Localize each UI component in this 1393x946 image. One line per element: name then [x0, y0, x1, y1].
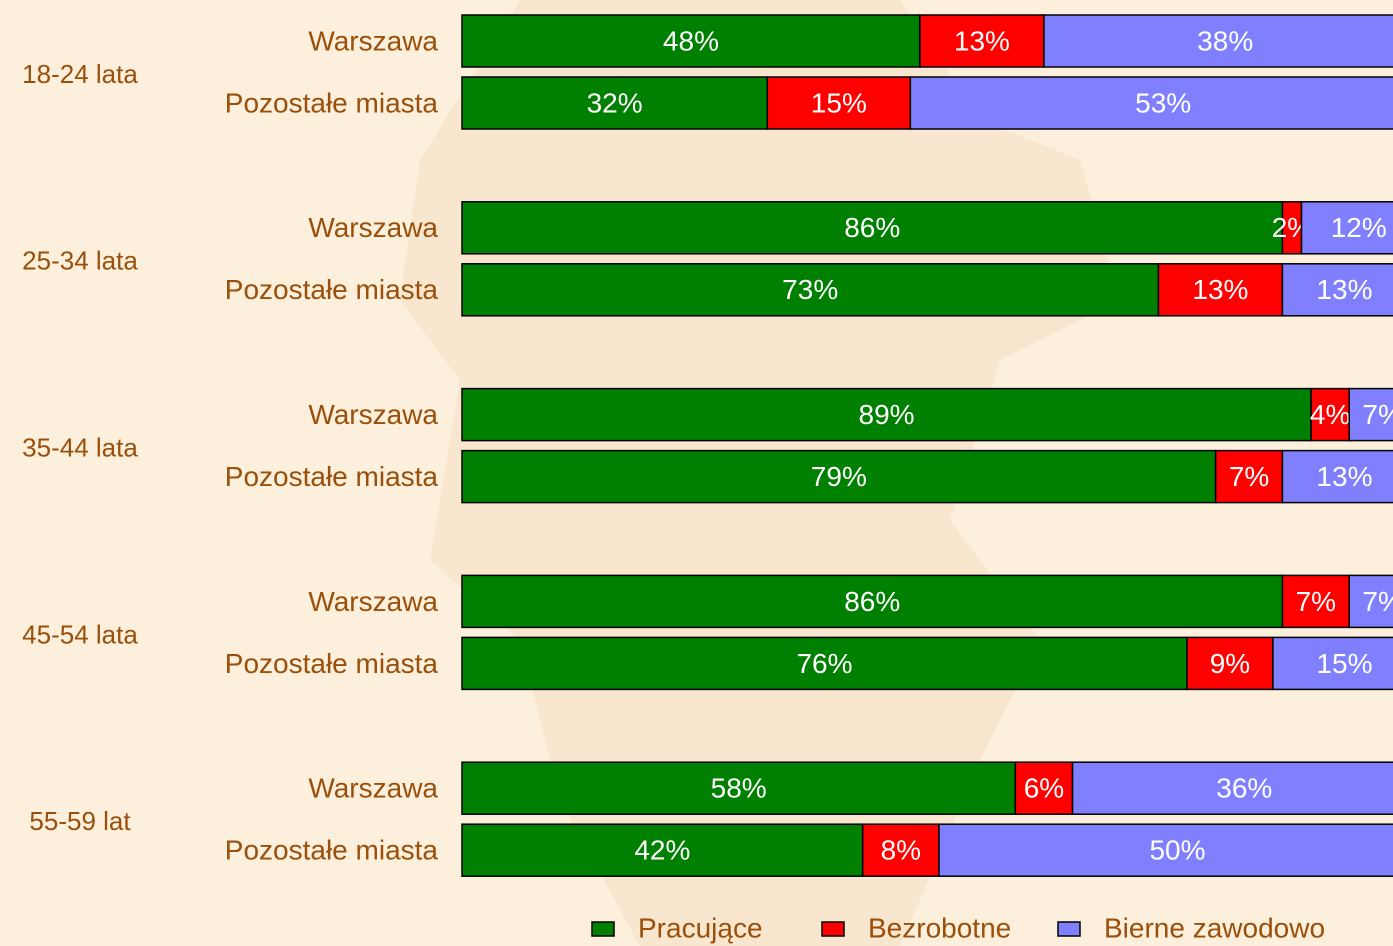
value-label: 32% [587, 87, 643, 118]
bar-segment [1186, 636, 1274, 691]
value-label: 89% [859, 399, 915, 430]
bar-segment [1310, 387, 1350, 442]
bar-segment [1281, 574, 1350, 629]
value-label: 8% [881, 835, 921, 866]
y-tick-label: Pozostałe miasta [225, 274, 439, 305]
group-label: 18-24 lata [22, 59, 138, 89]
bar-segment [461, 823, 864, 877]
value-label: 13% [1192, 274, 1248, 305]
value-label: 15% [811, 87, 867, 118]
value-label: 86% [844, 586, 900, 617]
value-label: 12% [1331, 212, 1387, 243]
legend-swatch [591, 921, 615, 937]
bar-segment [1071, 761, 1393, 815]
value-label: 6% [1024, 773, 1064, 804]
value-label: 42% [634, 835, 690, 866]
bar-segment [861, 823, 940, 877]
value-label: 53% [1135, 87, 1191, 118]
value-label: 13% [954, 25, 1010, 56]
group-label: 45-54 lata [22, 619, 138, 649]
value-label: 15% [1316, 648, 1372, 679]
y-tick-label: Pozostałe miasta [225, 461, 439, 492]
bar-segment [909, 76, 1393, 130]
legend-swatch [821, 921, 845, 937]
bar-segment [1014, 761, 1074, 815]
legend-label: Pracujące [638, 912, 763, 943]
value-label: 73% [782, 274, 838, 305]
y-tick-label: Warszawa [308, 25, 438, 56]
value-label: 86% [844, 212, 900, 243]
value-label: 50% [1149, 835, 1205, 866]
value-label: 48% [663, 25, 719, 56]
bar-segment [919, 14, 1045, 68]
value-label: 76% [796, 648, 852, 679]
bar-segment [461, 574, 1284, 629]
value-label: 79% [811, 461, 867, 492]
bar-segment [1043, 14, 1393, 68]
value-label: 9% [1210, 648, 1250, 679]
y-tick-label: Warszawa [308, 212, 438, 243]
bar-segment [461, 76, 769, 130]
value-label: 4% [1310, 399, 1350, 430]
group-label: 55-59 lat [29, 806, 131, 836]
y-tick-label: Warszawa [308, 773, 438, 804]
y-tick-label: Warszawa [308, 399, 438, 430]
bar-segment [1281, 263, 1393, 317]
bar-segment [766, 76, 912, 130]
legend-label: Bezrobotne [868, 912, 1011, 943]
value-label: 7% [1296, 586, 1336, 617]
value-label: 38% [1197, 25, 1253, 56]
bar-segment [1300, 201, 1393, 255]
value-label: 36% [1216, 773, 1272, 804]
y-tick-label: Pozostałe miasta [225, 87, 439, 118]
y-tick-label: Pozostałe miasta [225, 648, 439, 679]
bar-segment [461, 387, 1312, 442]
value-label: 13% [1316, 461, 1372, 492]
bar-segment [1281, 449, 1393, 504]
value-label: 7% [1362, 586, 1393, 617]
value-label: 13% [1316, 274, 1372, 305]
legend-swatch [1057, 921, 1081, 937]
bar-segment [1348, 387, 1393, 442]
bar-segment [1348, 574, 1393, 629]
value-label: 7% [1362, 399, 1393, 430]
bar-segment [461, 761, 1017, 815]
y-tick-label: Warszawa [308, 586, 438, 617]
bar-segment [938, 823, 1393, 877]
bar-segment [1157, 263, 1284, 317]
bar-segment [1272, 636, 1393, 691]
value-label: 7% [1229, 461, 1269, 492]
y-tick-label: Pozostałe miasta [225, 835, 439, 866]
group-label: 25-34 lata [22, 246, 138, 276]
group-label: 35-44 lata [22, 432, 138, 462]
value-label: 58% [711, 773, 767, 804]
legend-label: Bierne zawodowo [1104, 912, 1325, 943]
